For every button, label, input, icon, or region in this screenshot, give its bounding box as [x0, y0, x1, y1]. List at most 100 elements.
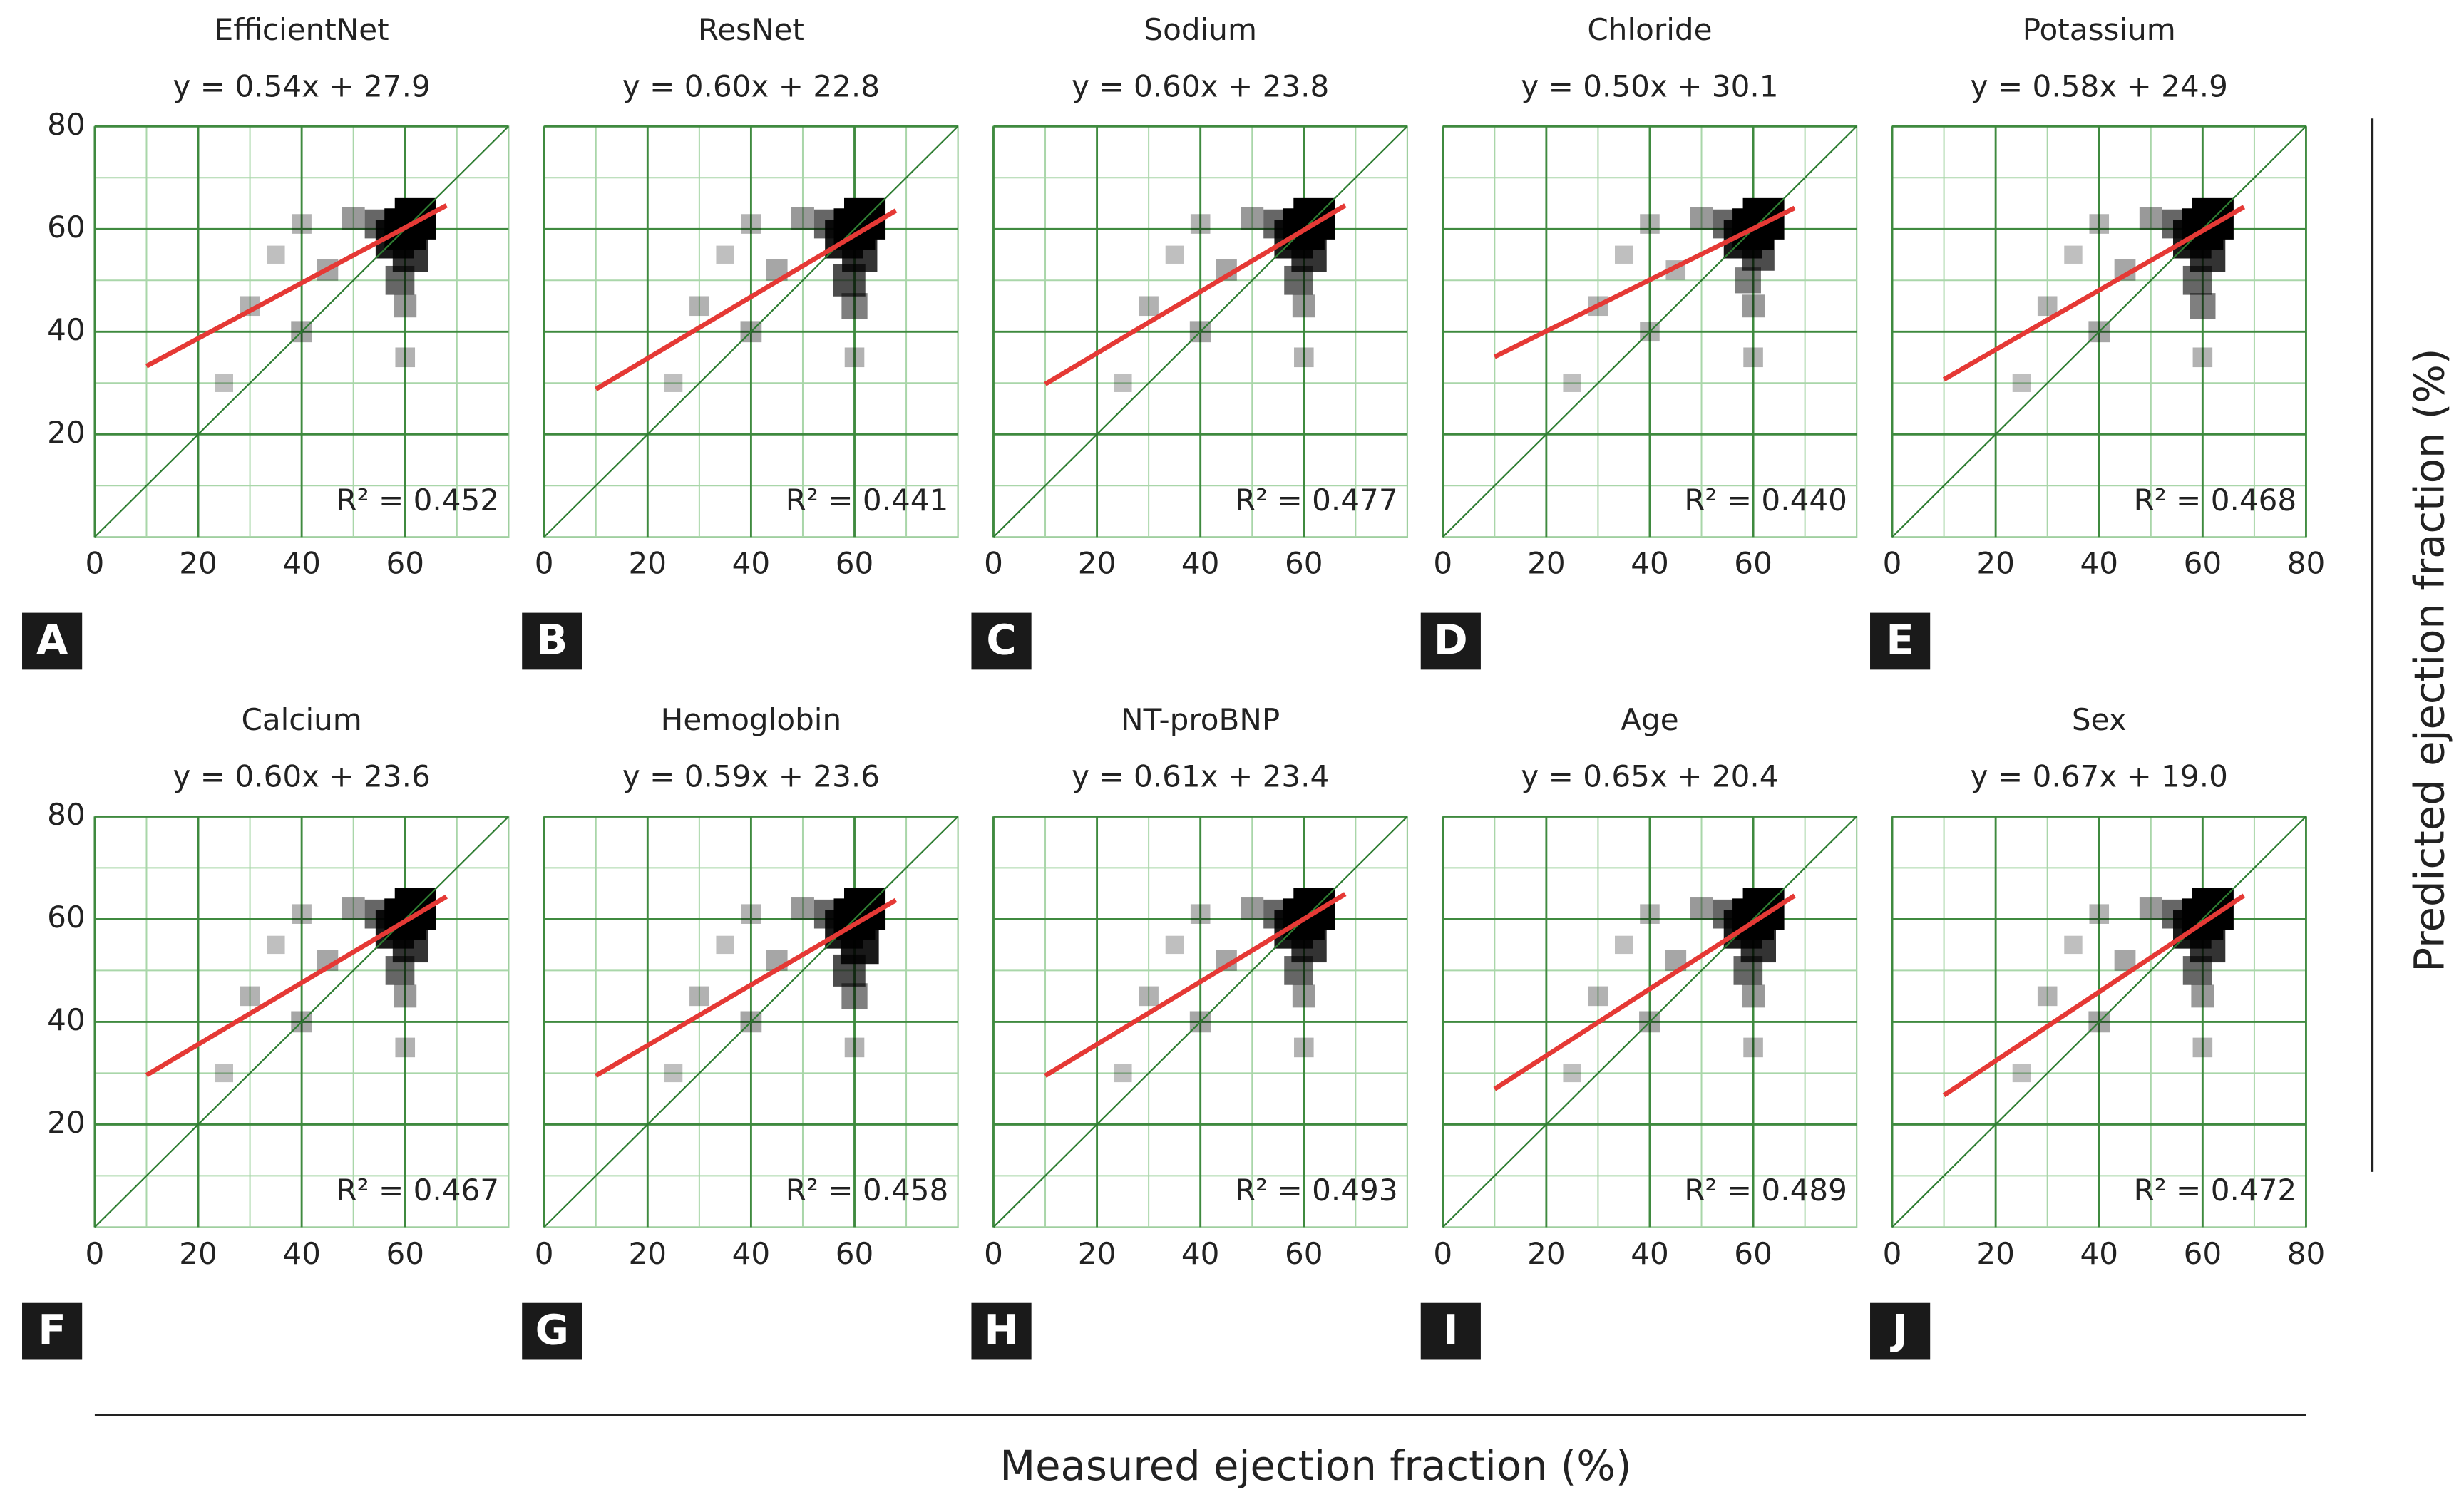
y-tick-label: 20: [47, 415, 86, 450]
density-cell: [364, 209, 394, 239]
panel-letter-box: [1870, 612, 1931, 670]
density-cell: [2037, 986, 2058, 1007]
density-cell: [292, 214, 312, 234]
density-cell: [1713, 899, 1742, 929]
density-cell: [1690, 207, 1713, 230]
x-tick-label: 0: [1883, 1236, 1902, 1271]
r2-label: R² = 0.458: [786, 1173, 949, 1208]
density-cell: [664, 374, 683, 392]
density-cell: [2182, 956, 2212, 985]
density-cell: [2012, 1064, 2031, 1083]
density-cell: [2182, 265, 2212, 295]
y-tick-label: 80: [47, 107, 86, 142]
x-tick-label: 0: [86, 1236, 105, 1271]
density-cell: [1190, 214, 1211, 234]
panel-letter: D: [1434, 616, 1468, 664]
regression-line: [595, 897, 898, 1078]
panel-letter-box: [522, 1302, 582, 1360]
panel-title: Hemoglobin: [661, 702, 841, 737]
panel-letter-box: [1420, 612, 1481, 670]
r2-label: R² = 0.468: [2134, 483, 2297, 518]
density-cell: [841, 293, 868, 319]
x-tick-label: 80: [2287, 546, 2326, 581]
x-tick-label: 60: [386, 546, 424, 581]
regression-equation: y = 0.58x + 24.9: [1971, 69, 2228, 104]
x-tick-label: 60: [1285, 546, 1323, 581]
x-tick-label: 20: [1527, 546, 1566, 581]
density-cell: [2191, 984, 2214, 1008]
density-cell: [2064, 245, 2083, 264]
panel-letter: H: [984, 1306, 1018, 1354]
density-cell: [342, 207, 365, 230]
density-cell: [2162, 209, 2192, 239]
panel-letter: F: [38, 1306, 66, 1354]
density-cell: [1713, 209, 1742, 239]
density-cell: [1640, 214, 1660, 234]
x-tick-label: 60: [1734, 1236, 1772, 1271]
panel-letter: G: [535, 1306, 569, 1354]
regression-equation: y = 0.60x + 22.8: [622, 69, 880, 104]
density-cell: [395, 1037, 416, 1058]
x-tick-label: 80: [2287, 1236, 2326, 1271]
regression-equation: y = 0.54x + 27.9: [173, 69, 431, 104]
y-tick-label: 20: [47, 1105, 86, 1140]
r2-label: R² = 0.472: [2134, 1173, 2297, 1208]
density-cell: [2089, 904, 2110, 924]
panel-letter-box: [971, 612, 1032, 670]
x-tick-label: 40: [1631, 546, 1669, 581]
density-cell: [1241, 207, 1264, 230]
density-cell: [813, 899, 843, 929]
density-cell: [1735, 267, 1761, 294]
identity-line: [992, 125, 1408, 538]
density-cell: [841, 983, 868, 1009]
panel-letter-box: [522, 612, 582, 670]
density-cell: [1292, 294, 1315, 318]
density-cell: [267, 935, 285, 955]
identity-line: [543, 125, 959, 538]
density-cell: [741, 904, 761, 924]
panel-title: Age: [1621, 702, 1678, 737]
density-cell: [791, 207, 814, 230]
x-tick-label: 40: [1181, 546, 1220, 581]
x-tick-label: 0: [535, 1236, 554, 1271]
density-cell: [1733, 956, 1763, 985]
density-cell: [342, 897, 365, 920]
x-tick-label: 60: [836, 546, 874, 581]
density-cell: [2139, 207, 2162, 230]
identity-line: [1891, 816, 2307, 1228]
r2-label: R² = 0.493: [1235, 1173, 1398, 1208]
regression-equation: y = 0.67x + 19.0: [1971, 759, 2228, 794]
density-cell: [741, 214, 761, 234]
density-cell: [1165, 935, 1184, 955]
x-tick-label: 40: [1181, 1236, 1220, 1271]
identity-line: [1442, 125, 1857, 538]
x-tick-label: 20: [629, 546, 667, 581]
identity-line: [1891, 125, 2307, 538]
x-tick-label: 60: [836, 1236, 874, 1271]
density-cell: [1294, 347, 1314, 368]
density-cell: [791, 897, 814, 920]
density-cell: [716, 935, 734, 955]
x-tick-label: 60: [386, 1236, 424, 1271]
panel-title: Chloride: [1587, 12, 1712, 47]
y-tick-label: 40: [47, 1002, 86, 1037]
density-cell: [394, 294, 417, 318]
identity-line: [1442, 816, 1857, 1228]
density-cell: [240, 986, 260, 1007]
identity-line: [94, 816, 510, 1228]
density-cell: [1742, 294, 1765, 318]
density-cell: [2089, 214, 2110, 234]
density-cell: [2192, 1037, 2213, 1058]
panel-title: ResNet: [698, 12, 804, 47]
density-cell: [1563, 374, 1581, 392]
density-cell: [833, 264, 866, 297]
density-cell: [1640, 904, 1660, 924]
density-cell: [844, 1037, 865, 1058]
x-tick-label: 0: [1433, 546, 1452, 581]
x-tick-label: 20: [179, 1236, 217, 1271]
density-cell: [1165, 245, 1184, 264]
panel-title: Calcium: [241, 702, 361, 737]
density-cell: [844, 347, 865, 368]
density-cell: [1114, 1064, 1132, 1083]
x-tick-label: 60: [1734, 546, 1772, 581]
